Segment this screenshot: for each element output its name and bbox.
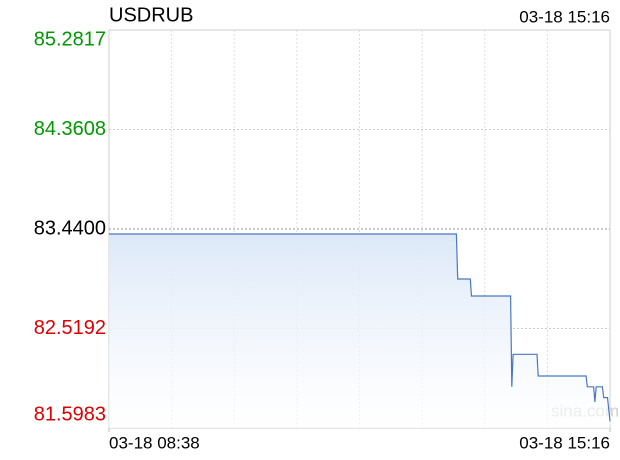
x-tick-label: 03-18 15:16 xyxy=(519,433,610,452)
y-tick-label: 82.5192 xyxy=(34,317,106,339)
y-tick-label: 81.5983 xyxy=(34,403,106,425)
y-tick-label: 84.3608 xyxy=(34,118,106,140)
timestamp: 03-18 15:16 xyxy=(519,7,610,26)
area xyxy=(109,234,610,428)
x-tick-label: 03-18 08:38 xyxy=(109,433,200,452)
y-tick-label: 85.2817 xyxy=(34,28,106,50)
y-tick-label: 83.4400 xyxy=(34,217,106,239)
price-line xyxy=(109,233,611,422)
chart-title: USDRUB xyxy=(109,4,193,26)
